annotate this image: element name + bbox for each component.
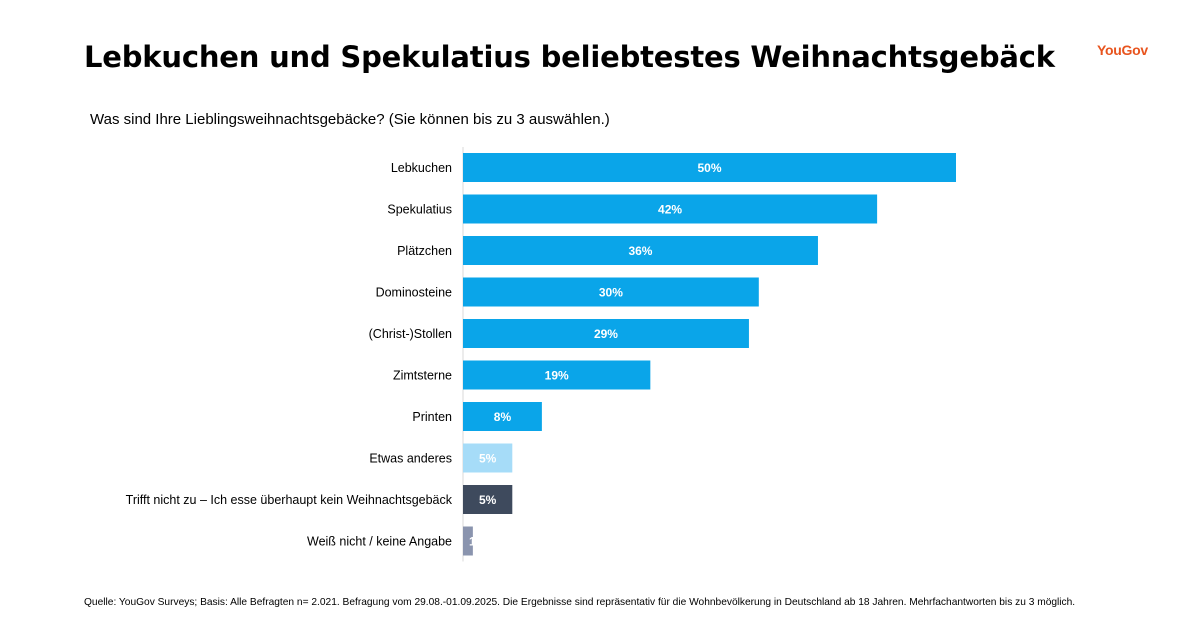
value-label: 5% (479, 452, 497, 466)
bar (463, 194, 878, 224)
value-label: 1 (469, 535, 476, 549)
category-label: Etwas anderes (369, 452, 452, 466)
value-label: 19% (545, 369, 569, 383)
category-label: Lebkuchen (391, 161, 452, 175)
value-label: 29% (594, 327, 618, 341)
source-note: Quelle: YouGov Surveys; Basis: Alle Befr… (84, 597, 1076, 608)
bar (463, 319, 749, 348)
category-label: Dominosteine (376, 286, 452, 300)
category-label: Printen (412, 410, 452, 424)
category-label: Trifft nicht zu – Ich esse überhaupt kei… (126, 493, 453, 507)
value-label: 30% (599, 286, 623, 300)
bar (463, 402, 542, 431)
bar (463, 443, 513, 473)
value-label: 42% (658, 203, 682, 217)
category-label: Zimtsterne (393, 369, 452, 383)
category-label: Spekulatius (387, 203, 452, 217)
bar (463, 360, 651, 390)
category-label: Weiß nicht / keine Angabe (307, 535, 452, 549)
bar (463, 236, 818, 265)
category-label: Plätzchen (397, 244, 452, 258)
bar (463, 277, 759, 307)
value-label: 36% (628, 244, 652, 258)
value-label: 50% (697, 161, 721, 175)
chart-subtitle: Was sind Ihre Lieblingsweihnachtsgebäcke… (90, 111, 610, 128)
value-label: 8% (494, 410, 512, 424)
yougov-logo: YouGov (1097, 42, 1148, 58)
value-label: 5% (479, 493, 497, 507)
page-title: Lebkuchen und Spekulatius beliebtestes W… (84, 40, 1055, 74)
category-label: (Christ-)Stollen (369, 327, 452, 341)
bar (463, 485, 513, 514)
bar (463, 526, 473, 556)
bar (463, 153, 956, 182)
